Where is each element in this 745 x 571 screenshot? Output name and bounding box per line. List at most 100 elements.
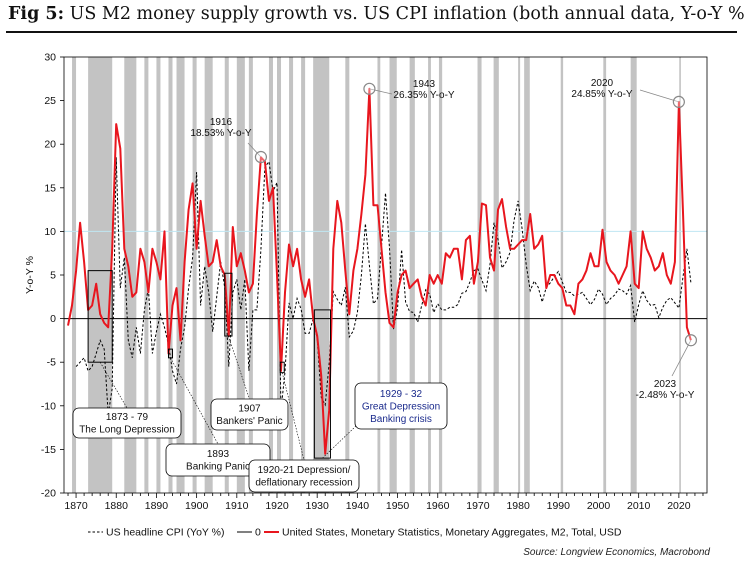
recession-band-15 [301, 57, 306, 493]
event-region-box [279, 361, 285, 374]
recession-band-28 [603, 57, 607, 493]
recession-band-14 [289, 57, 294, 493]
x-tick-label: 2020 [667, 500, 691, 512]
y-tick-label: -20 [41, 488, 56, 500]
recession-band-9 [224, 57, 229, 493]
callout-label-line: Banking Panic [186, 462, 250, 473]
callout-label-line: 1893 [207, 449, 230, 460]
cpi-series-line [75, 157, 692, 415]
annotation-text: 2020 [591, 78, 614, 89]
x-tick-label: 1970 [466, 500, 490, 512]
annotation-text: 1916 [210, 117, 233, 128]
x-axis: 1870 1880 1890 1900 1910 1920 1930 1940 1950 1960… [64, 493, 704, 512]
annotation-text: 2023 [654, 379, 677, 390]
recession-band-30 [679, 57, 681, 493]
recession-band-0 [72, 57, 77, 493]
y-tick-label: -5 [47, 357, 56, 369]
recession-band-6 [176, 57, 185, 493]
annotation-ann-2023: 2023-2.48% Y-o-Y [636, 334, 698, 401]
recession-band-24 [493, 57, 499, 493]
annotation-text: 1943 [413, 79, 436, 90]
chart-title: Fig 5: US M2 money supply growth vs. US … [8, 4, 745, 24]
title-text: US M2 money supply growth vs. US CPI inf… [64, 4, 745, 24]
legend-label-zero: 0 [255, 527, 261, 539]
annotation-marker-circle [363, 82, 376, 95]
recession-band-12 [268, 57, 273, 493]
title-underline [6, 31, 737, 33]
y-tick-label: 25 [44, 95, 56, 107]
y-axis-label: Y-o-Y % [24, 256, 36, 294]
recession-band-5 [168, 57, 173, 493]
callout-box-1920: 1920-21 Depression/deflationary recessio… [248, 361, 360, 493]
callout-leader-line [170, 357, 219, 445]
annotation-marker-circle [684, 334, 698, 347]
annotation-leader [639, 89, 679, 103]
annotation-text: 24.85% Y-o-Y [571, 89, 632, 100]
x-tick-label: 1890 [145, 500, 169, 512]
x-tick-label: 1920 [265, 500, 289, 512]
callout-label-box [210, 398, 289, 431]
recession-band-7 [192, 57, 197, 493]
callout-label-line: 1873 - 79 [106, 412, 149, 423]
x-tick-label: 1880 [105, 500, 129, 512]
callout-label-line: Great Depression [362, 401, 440, 412]
y-tick-label: -15 [41, 444, 56, 456]
y-tick-label: 0 [50, 313, 56, 325]
annotation-text: 26.35% Y-o-Y [393, 90, 454, 101]
recession-band-27 [560, 57, 564, 493]
callout-label-line: 1907 [238, 404, 261, 415]
x-tick-label: 1930 [306, 500, 330, 512]
x-tick-label: 2000 [587, 500, 611, 512]
callout-label-line: 1920-21 Depression/ [258, 465, 351, 476]
y-tick-label: 5 [50, 270, 56, 282]
callout-box-1893: 1893 Banking Panic [165, 348, 271, 477]
x-tick-label: 1870 [64, 500, 88, 512]
x-tick-label: 1990 [547, 500, 571, 512]
recession-band-8 [204, 57, 213, 493]
y-tick-label: 10 [44, 226, 56, 238]
x-tick-label: 1940 [346, 500, 370, 512]
x-tick-label: 1980 [506, 500, 530, 512]
recession-band-16 [313, 57, 330, 493]
callout-label-box [72, 407, 182, 439]
callout-label-line: deflationary recession [255, 478, 352, 489]
title-prefix: Fig 5: [8, 4, 65, 24]
recession-band-19 [389, 57, 397, 493]
annotation-leader [247, 142, 262, 158]
event-callouts: 1873 - 79 The Long Depression 1893 Banking … [72, 270, 448, 493]
m2-series [67, 87, 692, 455]
callout-label-line: Banking crisis [370, 414, 432, 425]
y-tick-label: 30 [44, 52, 56, 64]
y-tick-label: 15 [44, 182, 56, 194]
callout-label-box [248, 459, 360, 493]
recession-band-22 [438, 57, 443, 493]
annotation-marker-circle [254, 150, 268, 164]
x-tick-label: 1910 [225, 500, 249, 512]
cpi-series [75, 157, 692, 415]
x-tick-label: 1950 [386, 500, 410, 512]
x-tick-label: 2010 [627, 500, 651, 512]
callout-box-1873: 1873 - 79 The Long Depression [72, 270, 182, 439]
callout-leader-line [281, 372, 305, 461]
source-note: Source: Longview Economics, Macrobond [523, 547, 710, 558]
x-tick-label: 1960 [426, 500, 450, 512]
recession-band-26 [524, 57, 530, 493]
annotation-leader [671, 340, 692, 377]
y-tick-label: -10 [41, 400, 56, 412]
legend-label-cpi: US headline CPI (YoY %) [106, 527, 224, 539]
annotation-text: 18.53% Y-o-Y [190, 128, 251, 139]
annotation-leader [369, 88, 393, 95]
x-tick-label: 1900 [185, 500, 209, 512]
callout-label-line: Bankers' Panic [216, 416, 282, 427]
recession-band-17 [345, 57, 350, 493]
annotation-marker-circle [672, 95, 685, 109]
callout-leader-line [228, 335, 250, 400]
legend-label-m2: United States, Monetary Statistics, Mone… [282, 527, 622, 539]
